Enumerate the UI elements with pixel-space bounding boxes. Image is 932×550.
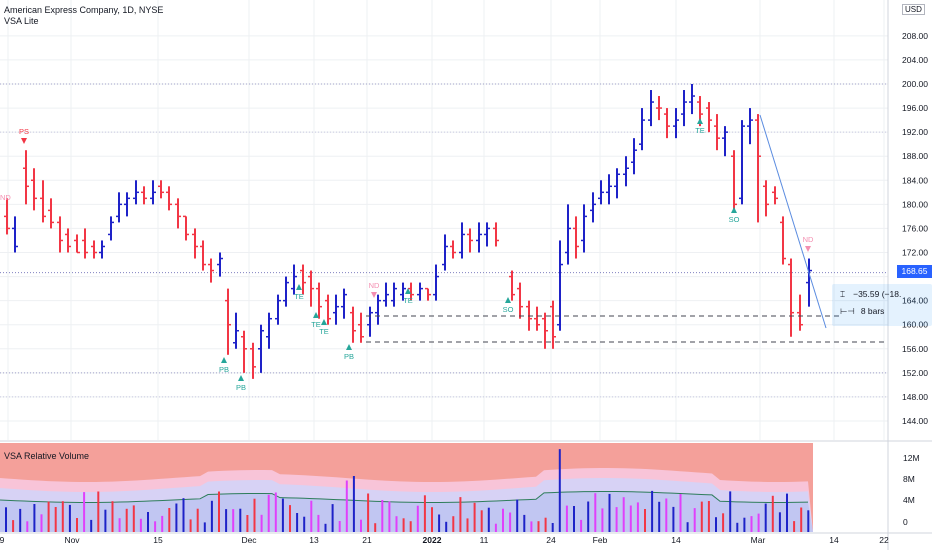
price-tick: 164.00 — [902, 296, 928, 306]
signal-arrow-down-icon — [21, 138, 27, 144]
price-tick: 200.00 — [902, 79, 928, 89]
signal-label: TE — [403, 296, 413, 305]
signal-label: ND — [803, 235, 814, 244]
time-tick: 15 — [153, 535, 163, 545]
price-tick: 184.00 — [902, 175, 928, 185]
price-tick: 196.00 — [902, 103, 928, 113]
signal-arrow-up-icon — [405, 288, 411, 294]
signal-arrow-up-icon — [346, 344, 352, 350]
time-tick: Dec — [241, 535, 257, 545]
time-tick: Nov — [64, 535, 80, 545]
price-tick: 204.00 — [902, 55, 928, 65]
price-tick: 188.00 — [902, 151, 928, 161]
trend-line — [759, 114, 827, 329]
indicator-label[interactable]: VSA Lite — [4, 16, 39, 26]
measure-range-icon: ⌶ — [840, 289, 846, 299]
time-tick: 9 — [0, 535, 5, 545]
signal-label: TE — [319, 327, 329, 336]
signal-arrow-up-icon — [296, 284, 302, 290]
signal-label: TE — [294, 292, 304, 301]
price-tick: 148.00 — [902, 392, 928, 402]
last-price-tag: 168.65 — [897, 265, 932, 278]
price-tick: 180.00 — [902, 199, 928, 209]
time-tick: Mar — [751, 535, 766, 545]
measure-bars: 8 bars — [860, 306, 885, 316]
signal-label: SO — [729, 215, 740, 224]
volume-average-line — [0, 491, 809, 504]
signal-label: PB — [344, 352, 354, 361]
time-tick: 2022 — [423, 535, 442, 545]
time-tick: 24 — [546, 535, 556, 545]
volume-axis: 12M 8M 4M 0 — [903, 453, 920, 527]
overlays — [366, 114, 888, 343]
measure-bars-row: ⊢⊣ 8 bars — [840, 306, 884, 317]
signal-arrow-down-icon — [805, 246, 811, 252]
volume-pane-title[interactable]: VSA Relative Volume — [4, 451, 90, 461]
price-bars — [4, 84, 812, 379]
time-tick: 21 — [362, 535, 372, 545]
volume-tick: 0 — [903, 517, 908, 527]
time-tick: 14 — [671, 535, 681, 545]
signal-label: TE — [695, 126, 705, 135]
signal-arrow-up-icon — [221, 357, 227, 363]
time-tick: 14 — [829, 535, 839, 545]
time-axis[interactable]: 9 Nov 15 Dec 13 21 2022 11 24 Feb 14 Mar 14 22 — [0, 535, 889, 545]
time-tick: 11 — [480, 535, 489, 545]
volume-tick: 8M — [903, 474, 915, 484]
price-axis[interactable]: 208.00 204.00 200.00 196.00 192.00 188.00 184.… — [902, 31, 928, 426]
chart-title: American Express Company, 1D, NYSE — [4, 5, 164, 15]
time-tick: 13 — [309, 535, 319, 545]
price-tick: 156.00 — [902, 344, 928, 354]
measure-change: −35.59 (−18. — [853, 289, 902, 299]
price-tick: 172.00 — [902, 248, 928, 258]
signal-label: PS — [19, 127, 29, 136]
measure-bars-icon: ⊢⊣ — [840, 306, 855, 316]
signal-arrow-up-icon — [697, 118, 703, 124]
time-tick: Feb — [593, 535, 608, 545]
signal-label: PB — [219, 365, 229, 374]
measure-change-row: ⌶ −35.59 (−18. — [840, 289, 901, 300]
signal-arrow-up-icon — [731, 207, 737, 213]
signal-label: SO — [503, 305, 514, 314]
price-tick: 160.00 — [902, 320, 928, 330]
signal-arrow-up-icon — [505, 297, 511, 303]
signal-label: ND — [0, 193, 11, 202]
price-tick: 208.00 — [902, 31, 928, 41]
signal-arrow-up-icon — [321, 319, 327, 325]
signal-arrow-up-icon — [238, 375, 244, 381]
measure-tooltip: ⌶ −35.59 (−18. ⊢⊣ 8 bars — [832, 284, 932, 326]
volume-tick: 4M — [903, 495, 915, 505]
signal-arrow-down-icon — [371, 292, 377, 298]
signal-arrow-up-icon — [313, 312, 319, 318]
price-tick: 144.00 — [902, 416, 928, 426]
volume-pane — [0, 443, 813, 532]
price-tick: 192.00 — [902, 127, 928, 137]
signal-label: TE — [311, 320, 321, 329]
price-tick: 152.00 — [902, 368, 928, 378]
time-tick: 22 — [879, 535, 889, 545]
signal-label: PB — [236, 383, 246, 392]
volume-tick: 12M — [903, 453, 920, 463]
price-tick: 176.00 — [902, 223, 928, 233]
currency-button[interactable]: USD — [902, 4, 925, 15]
signal-label: ND — [369, 281, 380, 290]
